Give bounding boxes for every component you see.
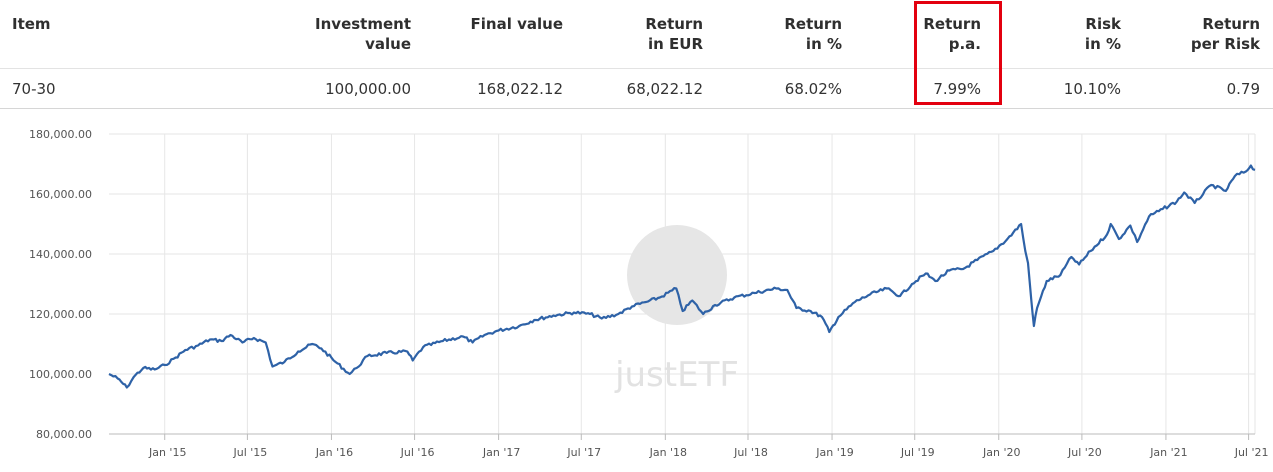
y-tick-label: 80,000.00: [36, 428, 92, 441]
x-tick-label: Jul '19: [900, 446, 935, 459]
cell-investment-value: 100,000.00: [325, 80, 411, 98]
highlight-box-return-pa: [914, 1, 1002, 105]
x-tick-label: Jan '15: [148, 446, 186, 459]
header-return-pa: Return p.a.: [923, 15, 981, 53]
cell-risk-pct: 10.10%: [1063, 80, 1121, 98]
cell-final-value: 168,022.12: [477, 80, 563, 98]
x-tick-label: Jan '18: [649, 446, 687, 459]
header-return-per-risk: Return per Risk: [1190, 15, 1260, 53]
header-investment-value: Investment value: [315, 15, 411, 53]
x-tick-label: Jul '20: [1067, 446, 1102, 459]
cell-return-pa: 7.99%: [933, 80, 981, 98]
table-row: 70-30 100,000.00 168,022.12 68,022.12 68…: [0, 68, 1273, 109]
y-tick-label: 120,000.00: [29, 308, 92, 321]
header-item: Item: [12, 15, 51, 33]
chart-container: justETF 80,000.00 100,000.00 120,000.00 140…: [0, 118, 1273, 468]
y-tick-label: 180,000.00: [29, 128, 92, 141]
cell-return-pct: 68.02%: [784, 80, 842, 98]
header-return-pct: Return in %: [784, 15, 842, 53]
table-header-row: Item Investment value Final value Return…: [0, 0, 1273, 69]
x-tick-label: Jul '18: [733, 446, 768, 459]
x-tick-label: Jul '21: [1234, 446, 1269, 459]
x-tick-label: Jan '20: [982, 446, 1020, 459]
header-return-eur: Return in EUR: [645, 15, 703, 53]
watermark: justETF: [614, 225, 739, 395]
x-tick-label: Jul '15: [232, 446, 267, 459]
series-group: [108, 164, 1256, 389]
x-tick-label: Jul '17: [566, 446, 601, 459]
cell-item: 70-30: [12, 80, 56, 98]
line-chart: justETF 80,000.00 100,000.00 120,000.00 140…: [29, 128, 1269, 459]
header-risk-pct: Risk in %: [1084, 15, 1121, 53]
watermark-text: justETF: [614, 355, 739, 395]
y-tick-label: 140,000.00: [29, 248, 92, 261]
series-line: [108, 164, 1256, 389]
x-tick-label: Jan '17: [482, 446, 520, 459]
x-tick-label: Jul '16: [400, 446, 435, 459]
y-tick-label: 100,000.00: [29, 368, 92, 381]
x-axis: Jan '15 Jul '15 Jan '16 Jul '16 Jan '17 Jul '…: [109, 433, 1269, 459]
x-tick-label: Jan '21: [1149, 446, 1187, 459]
x-tick-label: Jan '19: [815, 446, 853, 459]
cell-return-eur: 68,022.12: [626, 80, 703, 98]
y-tick-label: 160,000.00: [29, 188, 92, 201]
header-final-value: Final value: [470, 15, 563, 33]
y-axis: 80,000.00 100,000.00 120,000.00 140,000.00 1…: [29, 128, 92, 441]
x-tick-label: Jan '16: [315, 446, 353, 459]
cell-return-per-risk: 0.79: [1226, 80, 1260, 98]
